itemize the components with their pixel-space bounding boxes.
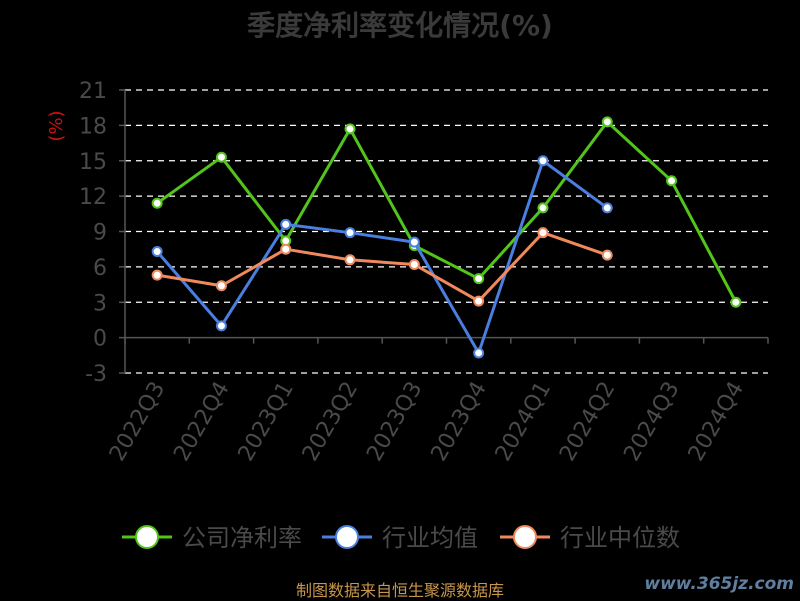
- data-point: [408, 259, 420, 271]
- data-point: [473, 295, 485, 307]
- x-tick-label: 2024Q3: [619, 378, 684, 466]
- data-point: [344, 123, 356, 135]
- x-tick-label: 2022Q4: [169, 378, 234, 466]
- series-2: [151, 227, 613, 307]
- x-tick-label: 2023Q1: [234, 378, 299, 466]
- data-point: [601, 202, 613, 214]
- y-tick-label: 6: [93, 256, 107, 281]
- data-point: [215, 280, 227, 292]
- data-point: [344, 254, 356, 266]
- y-tick-label: 0: [93, 327, 107, 352]
- data-point: [473, 273, 485, 285]
- data-point: [408, 236, 420, 248]
- legend-marker: [335, 525, 359, 549]
- x-tick-label: 2023Q2: [298, 378, 363, 466]
- y-tick-label: 21: [79, 79, 107, 104]
- legend-item: 行业均值: [322, 524, 478, 552]
- data-point: [601, 116, 613, 128]
- data-point: [537, 227, 549, 239]
- y-tick-label: 15: [79, 150, 107, 175]
- grid-lines: [125, 89, 768, 374]
- legend-item: 行业中位数: [500, 524, 680, 552]
- series-line: [156, 120, 738, 303]
- x-tick-labels: 2022Q32022Q42023Q12023Q22023Q32023Q42024…: [105, 378, 749, 466]
- data-point: [730, 296, 742, 308]
- y-tick-label: 3: [93, 291, 107, 316]
- data-point: [473, 347, 485, 359]
- data-point: [537, 202, 549, 214]
- data-point: [215, 320, 227, 332]
- data-point: [151, 269, 163, 281]
- legend-label: 公司净利率: [182, 524, 302, 552]
- data-point: [215, 151, 227, 163]
- y-tick-label: 9: [93, 221, 107, 246]
- series-line: [156, 159, 609, 355]
- data-source-note: 制图数据来自恒生聚源数据库: [295, 581, 504, 600]
- data-point: [280, 243, 292, 255]
- x-tick-label: 2023Q4: [427, 378, 492, 466]
- legend-item: 公司净利率: [122, 524, 302, 552]
- x-tick-label: 2022Q3: [105, 378, 170, 466]
- data-point: [151, 197, 163, 209]
- data-point: [151, 246, 163, 258]
- watermark: www.365jz.com: [644, 574, 794, 594]
- series-lines: [151, 116, 742, 359]
- y-axis-label: (%): [46, 110, 67, 141]
- series-0: [151, 116, 742, 308]
- data-point: [280, 218, 292, 230]
- x-tick-label: 2024Q2: [555, 378, 620, 466]
- y-tick-label: 12: [79, 185, 107, 210]
- legend-label: 行业均值: [382, 524, 478, 552]
- legend-marker: [513, 525, 537, 549]
- data-point: [666, 175, 678, 187]
- x-tick-label: 2024Q4: [684, 378, 749, 466]
- data-point: [344, 227, 356, 239]
- y-tick-label: -3: [85, 362, 107, 387]
- data-point: [537, 155, 549, 167]
- x-tick-label: 2023Q3: [362, 378, 427, 466]
- chart-title: 季度净利率变化情况(%): [247, 9, 553, 42]
- y-tick-label: 18: [79, 114, 107, 139]
- series-line: [156, 231, 608, 303]
- x-tick-label: 2024Q1: [491, 378, 556, 466]
- y-tick-labels: -3 0 3 6 9 12 15 18 21: [79, 79, 107, 387]
- legend: 公司净利率 行业均值 行业中位数: [122, 524, 680, 552]
- axes: [119, 89, 769, 374]
- series-1: [151, 155, 613, 359]
- legend-marker: [135, 525, 159, 549]
- legend-label: 行业中位数: [560, 524, 680, 552]
- data-point: [601, 249, 613, 261]
